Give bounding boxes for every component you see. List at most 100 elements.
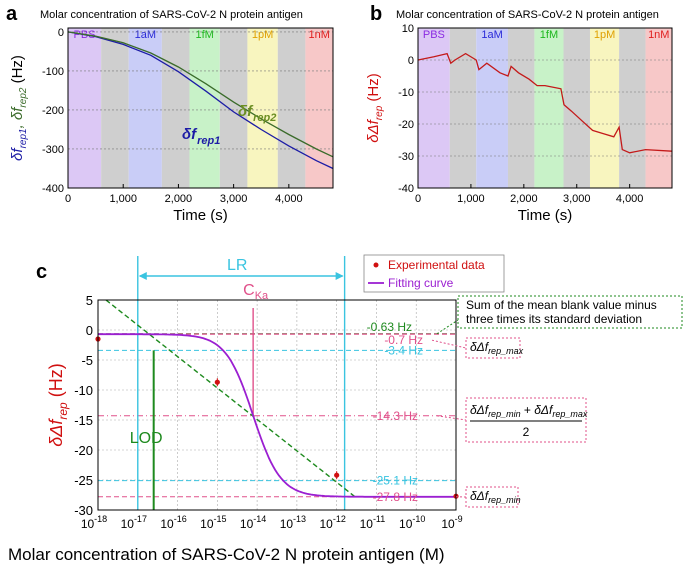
x-tick-label: 3,000 <box>220 193 248 205</box>
chart-title: Molar concentration of SARS-CoV-2 N prot… <box>396 9 659 21</box>
band-label: 1fM <box>195 29 213 41</box>
band-1nM <box>645 28 672 188</box>
band-1aM <box>128 28 162 188</box>
x-tick-label: 10-13 <box>280 514 306 531</box>
cka-label: CKa <box>243 282 269 302</box>
panel-b: b Molar concentration of SARS-CoV-2 N pro… <box>365 3 673 224</box>
reference-line-label: -3.4 Hz <box>384 343 423 357</box>
y-tick-label: -5 <box>81 353 93 368</box>
x-axis-label: Time (s) <box>173 207 227 224</box>
y-tick-label: -10 <box>398 87 414 99</box>
band-1fM <box>189 28 220 188</box>
band-buffer <box>619 28 646 188</box>
band-buffer <box>161 28 190 188</box>
reference-line-label: -14.3 Hz <box>373 409 418 423</box>
legend-box <box>363 254 505 293</box>
series-line-rep <box>417 52 673 154</box>
x-tick-label: 10-14 <box>240 514 266 531</box>
min-note-box <box>465 486 519 508</box>
blank-note-line1: Sum of the mean blank value minus <box>466 298 657 312</box>
reference-line-label: -27.8 Hz <box>373 490 418 504</box>
x-tick-label: 3,000 <box>563 193 591 205</box>
x-tick-label: 10-15 <box>200 514 226 531</box>
y-tick-label: -25 <box>74 473 93 488</box>
x-tick-label: 1,000 <box>457 193 485 205</box>
band-label: 1aM <box>481 29 502 41</box>
reference-line-label: -0.63 Hz <box>367 320 412 334</box>
y-tick-label: -20 <box>398 119 414 131</box>
band-1aM <box>476 28 508 188</box>
lod-label: LOD <box>130 430 163 447</box>
y-tick-label: -100 <box>42 66 64 78</box>
x-tick-label: 10-9 <box>441 514 462 531</box>
band-buffer <box>507 28 535 188</box>
x-axis-label: Molar concentration of SARS-CoV-2 N prot… <box>8 545 445 564</box>
y-tick-label: 10 <box>402 23 414 35</box>
x-tick-label: 1,000 <box>109 193 137 205</box>
y-axis-label: δΔfrep (Hz) <box>365 73 385 143</box>
y-tick-label: -400 <box>42 183 64 195</box>
y-tick-label: 0 <box>58 27 64 39</box>
band-1fM <box>534 28 564 188</box>
y-tick-label: -10 <box>74 383 93 398</box>
mid-note-denominator: 2 <box>523 425 530 439</box>
tangent-line <box>105 299 357 499</box>
band-1pM <box>589 28 620 188</box>
y-tick-label: 0 <box>86 323 93 338</box>
x-tick-label: 2,000 <box>165 193 193 205</box>
y-tick-label: -30 <box>398 151 414 163</box>
series-line-rep1 <box>67 31 334 170</box>
lr-label: LR <box>227 257 247 274</box>
y-tick-label: -40 <box>398 183 414 195</box>
lr-arrow-head-left <box>138 272 147 280</box>
lr-arrow-head-right <box>335 272 344 280</box>
x-tick-label: 4,000 <box>616 193 644 205</box>
legend-label-experimental: Experimental data <box>388 258 485 272</box>
x-tick-label: 0 <box>415 193 421 205</box>
band-label: 1pM <box>594 29 615 41</box>
chart-title: Molar concentration of SARS-CoV-2 N prot… <box>40 9 303 21</box>
band-label: 1aM <box>135 29 156 41</box>
panel-a: a Molar concentration of SARS-CoV-2 N pro… <box>6 3 334 224</box>
band-label: 1nM <box>648 29 669 41</box>
x-tick-label: 10-12 <box>319 514 345 531</box>
y-axis-label: δfrep1, δfrep2 (Hz) <box>9 55 29 161</box>
plot-frame <box>67 27 334 189</box>
y-tick-label: -15 <box>74 413 93 428</box>
blank-note-line2: three times its standard deviation <box>466 312 642 326</box>
x-tick-label: 2,000 <box>510 193 538 205</box>
x-tick-label: 10-16 <box>160 514 186 531</box>
x-tick-label: 10-11 <box>360 514 386 531</box>
x-tick-label: 10-18 <box>81 514 107 531</box>
y-tick-label: 5 <box>86 293 93 308</box>
band-label: 1pM <box>252 29 273 41</box>
mid-note-connector <box>436 415 467 421</box>
series-label-rep2: δfrep2 <box>238 103 276 124</box>
max-note-text: δΔfrep_max <box>470 340 524 356</box>
mid-note-numerator: δΔfrep_min + δΔfrep_max <box>470 403 588 419</box>
series-line-rep2 <box>67 31 334 158</box>
blank-note-connector <box>436 319 459 335</box>
x-tick-label: 0 <box>65 193 71 205</box>
band-PBS <box>418 28 450 188</box>
x-tick-label: 10-10 <box>399 514 425 531</box>
max-note-connector <box>431 339 467 349</box>
y-tick-label: -20 <box>74 443 93 458</box>
legend-marker-experimental <box>373 262 379 268</box>
band-label: 1nM <box>308 29 329 41</box>
max-note-box <box>465 337 521 359</box>
panel-label: b <box>370 3 382 25</box>
y-tick-label: 0 <box>408 55 414 67</box>
series-label-rep1: δfrep1 <box>182 126 220 147</box>
band-PBS <box>68 28 102 188</box>
y-tick-label: -300 <box>42 144 64 156</box>
panel-label: a <box>6 3 18 25</box>
y-tick-label: -30 <box>74 503 93 518</box>
band-buffer <box>101 28 129 188</box>
panel-label: c <box>36 261 47 283</box>
y-axis-label: δΔfrep (Hz) <box>46 363 70 446</box>
x-tick-label: 4,000 <box>275 193 303 205</box>
band-buffer <box>277 28 306 188</box>
